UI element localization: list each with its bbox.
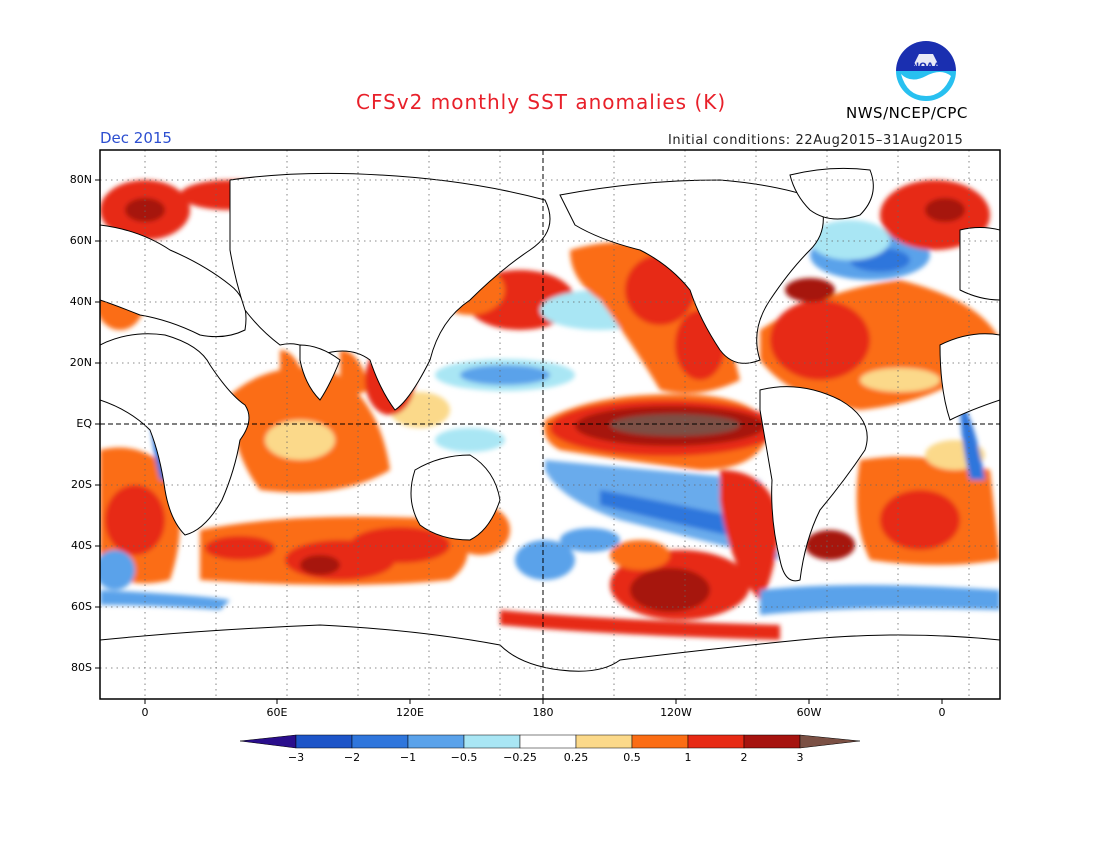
colorbar-tick-label: 3 (796, 751, 804, 764)
graticule (100, 150, 1000, 699)
lat-label: 80N (69, 173, 92, 186)
lon-label: 60E (266, 706, 288, 719)
continents (100, 167, 1000, 699)
colorbar-bin (631, 734, 689, 749)
lon-label: 120W (660, 706, 692, 719)
lon-label: 120E (396, 706, 424, 719)
colorbar-tick-label: −0.25 (503, 751, 537, 764)
lon-label: 0 (141, 706, 149, 719)
agency-label: NWS/NCEP/CPC (846, 104, 968, 122)
lon-label: 180 (532, 706, 554, 719)
colorbar-tick-label: −1 (399, 751, 417, 764)
initial-conditions-label: Initial conditions: 22Aug2015–31Aug2015 (668, 133, 964, 148)
colorbar-bin (519, 734, 577, 749)
colorbar-tick-label: −0.5 (450, 751, 478, 764)
noaa-logo: NOAA (896, 41, 956, 101)
colorbar-bin (407, 734, 465, 749)
colorbar-tick-label: 2 (740, 751, 748, 764)
lat-label: 60S (71, 600, 92, 613)
colorbar-bin (351, 734, 409, 749)
colorbar-bin (463, 734, 521, 749)
logo-text: NOAA (912, 62, 941, 72)
colorbar-bin (295, 734, 353, 749)
lat-label: 40S (71, 539, 92, 552)
axis-ticks (95, 179, 943, 704)
anomaly-field (100, 150, 1000, 699)
lat-label: EQ (76, 417, 92, 430)
lat-label: 20N (69, 356, 92, 369)
lat-label: 20S (71, 478, 92, 491)
colorbar-bin (799, 734, 861, 749)
colorbar-tick-label: 1 (684, 751, 692, 764)
colorbar-tick-label: 0.25 (563, 751, 589, 764)
lat-label: 80S (71, 661, 92, 674)
valid-month-label: Dec 2015 (100, 129, 172, 147)
lat-label: 60N (69, 234, 92, 247)
lon-label: 60W (796, 706, 822, 719)
colorbar-bin (743, 734, 801, 749)
colorbar-tick-label: −2 (343, 751, 361, 764)
lon-label: 0 (938, 706, 946, 719)
colorbar-bin (239, 734, 297, 749)
chart-title: CFSv2 monthly SST anomalies (K) (356, 90, 727, 114)
colorbar-bin (575, 734, 633, 749)
colorbar-bin (687, 734, 745, 749)
lat-label: 40N (69, 295, 92, 308)
colorbar-tick-label: 0.5 (623, 751, 641, 764)
colorbar-tick-label: −3 (287, 751, 305, 764)
colorbar (239, 734, 861, 749)
